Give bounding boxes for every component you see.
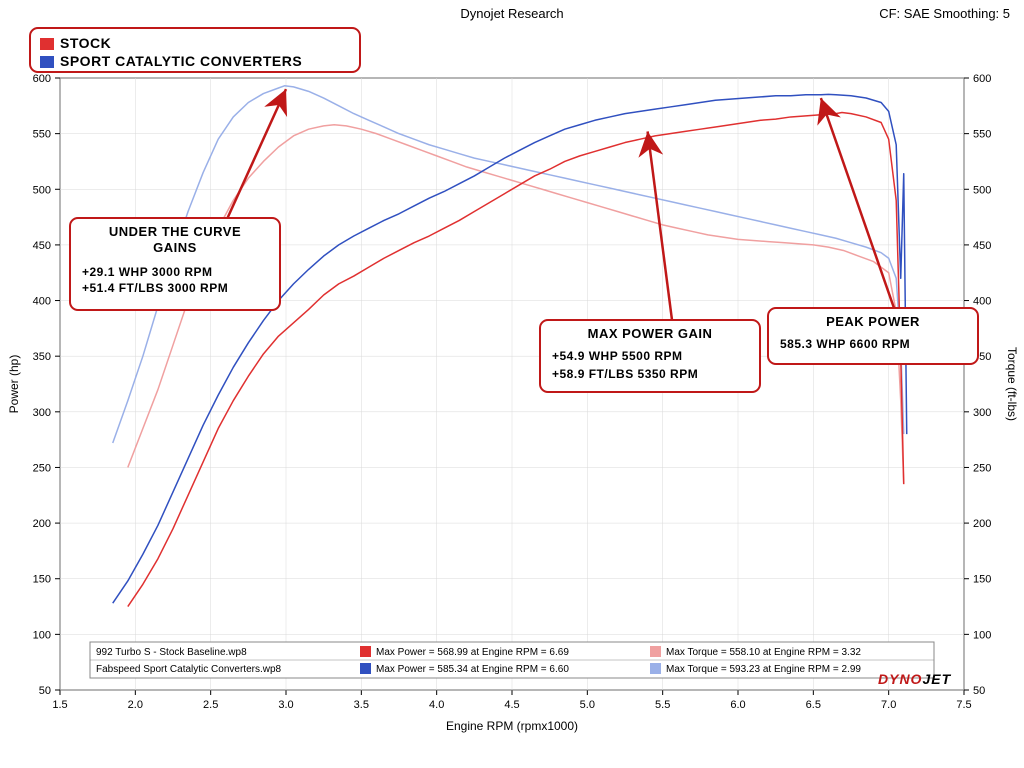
- svg-text:5.0: 5.0: [580, 699, 595, 711]
- svg-text:100: 100: [33, 629, 51, 641]
- svg-text:585.3 WHP 6600 RPM: 585.3 WHP 6600 RPM: [780, 337, 910, 351]
- svg-text:200: 200: [33, 518, 51, 530]
- svg-text:600: 600: [33, 73, 51, 85]
- svg-text:STOCK: STOCK: [60, 35, 111, 51]
- dyno-chart: 1.52.02.53.03.54.04.55.05.56.06.57.07.55…: [0, 0, 1024, 768]
- svg-text:Max Torque = 558.10 at Engine: Max Torque = 558.10 at Engine RPM = 3.32: [666, 647, 861, 658]
- svg-text:UNDER THE CURVE: UNDER THE CURVE: [109, 224, 241, 239]
- svg-text:+51.4 FT/LBS 3000 RPM: +51.4 FT/LBS 3000 RPM: [82, 281, 228, 295]
- svg-text:GAINS: GAINS: [153, 240, 197, 255]
- svg-text:Max Power = 585.34 at Engine R: Max Power = 585.34 at Engine RPM = 6.60: [376, 664, 569, 675]
- svg-text:2.0: 2.0: [128, 699, 143, 711]
- svg-text:3.5: 3.5: [354, 699, 369, 711]
- svg-text:450: 450: [973, 240, 991, 252]
- svg-text:500: 500: [33, 184, 51, 196]
- svg-text:+58.9 FT/LBS 5350 RPM: +58.9 FT/LBS 5350 RPM: [552, 367, 698, 381]
- svg-text:Max Torque = 593.23 at Engine: Max Torque = 593.23 at Engine RPM = 2.99: [666, 664, 861, 675]
- svg-text:Max Power = 568.99 at Engine R: Max Power = 568.99 at Engine RPM = 6.69: [376, 647, 569, 658]
- svg-text:1.5: 1.5: [52, 699, 67, 711]
- svg-text:300: 300: [973, 407, 991, 419]
- svg-text:250: 250: [33, 462, 51, 474]
- svg-text:3.0: 3.0: [278, 699, 293, 711]
- svg-text:4.5: 4.5: [504, 699, 519, 711]
- svg-text:500: 500: [973, 184, 991, 196]
- svg-text:300: 300: [33, 407, 51, 419]
- svg-text:100: 100: [973, 629, 991, 641]
- svg-text:SPORT CATALYTIC CONVERTERS: SPORT CATALYTIC CONVERTERS: [60, 53, 302, 69]
- svg-text:Torque (ft-lbs): Torque (ft-lbs): [1005, 347, 1019, 421]
- svg-text:400: 400: [33, 296, 51, 308]
- svg-text:+29.1 WHP 3000 RPM: +29.1 WHP 3000 RPM: [82, 265, 213, 279]
- svg-text:2.5: 2.5: [203, 699, 218, 711]
- svg-text:200: 200: [973, 518, 991, 530]
- svg-text:250: 250: [973, 462, 991, 474]
- svg-text:550: 550: [33, 129, 51, 141]
- svg-text:6.5: 6.5: [806, 699, 821, 711]
- svg-text:150: 150: [973, 574, 991, 586]
- svg-text:DYNOJET: DYNOJET: [878, 671, 952, 687]
- svg-text:992 Turbo S - Stock Baseline.w: 992 Turbo S - Stock Baseline.wp8: [96, 647, 247, 658]
- svg-text:MAX POWER GAIN: MAX POWER GAIN: [588, 326, 713, 341]
- svg-text:5.5: 5.5: [655, 699, 670, 711]
- svg-text:450: 450: [33, 240, 51, 252]
- svg-text:550: 550: [973, 129, 991, 141]
- svg-text:Engine RPM (rpmx1000): Engine RPM (rpmx1000): [446, 719, 578, 733]
- svg-text:350: 350: [33, 351, 51, 363]
- svg-text:600: 600: [973, 73, 991, 85]
- svg-text:7.5: 7.5: [956, 699, 971, 711]
- svg-text:Power (hp): Power (hp): [7, 355, 21, 414]
- svg-text:+54.9 WHP 5500 RPM: +54.9 WHP 5500 RPM: [552, 349, 683, 363]
- svg-text:6.0: 6.0: [730, 699, 745, 711]
- svg-text:400: 400: [973, 296, 991, 308]
- svg-text:50: 50: [973, 685, 985, 697]
- svg-text:150: 150: [33, 574, 51, 586]
- svg-text:4.0: 4.0: [429, 699, 444, 711]
- svg-text:Fabspeed Sport Catalytic Conve: Fabspeed Sport Catalytic Converters.wp8: [96, 664, 282, 675]
- svg-text:50: 50: [39, 685, 51, 697]
- svg-text:PEAK POWER: PEAK POWER: [826, 314, 920, 329]
- svg-text:7.0: 7.0: [881, 699, 896, 711]
